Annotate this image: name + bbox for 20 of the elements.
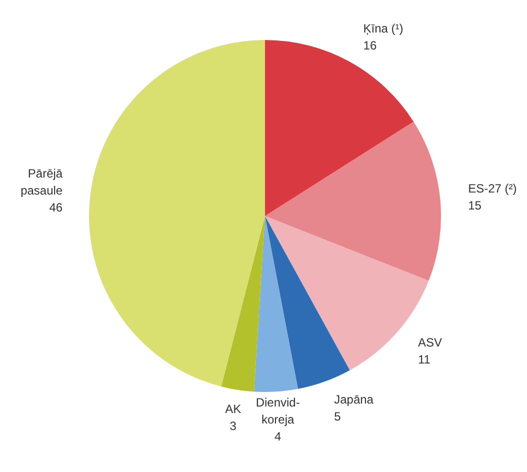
data-label: 3 <box>230 418 237 433</box>
data-label: 15 <box>468 198 482 212</box>
slice-label: Dienvid-koreja <box>256 396 300 427</box>
data-label: 46 <box>49 200 63 214</box>
slice-label: Ķīna (¹) <box>363 22 404 36</box>
slice-label: Japāna <box>334 392 374 406</box>
pie-slice <box>254 216 298 392</box>
data-label: 5 <box>334 409 342 424</box>
slice-label: AK <box>225 402 242 416</box>
slice-label: ES-27 (²) <box>468 181 517 196</box>
pie-slice <box>265 216 350 389</box>
pie-slice <box>265 122 441 281</box>
pie-slice <box>89 40 265 386</box>
data-label: 4 <box>274 430 282 444</box>
pie-slice <box>221 216 265 392</box>
data-label: 11 <box>418 352 431 366</box>
slice-label: Pārējā pasaule <box>20 166 63 198</box>
data-label: 16 <box>363 38 377 53</box>
slice-label: ASV <box>418 335 442 350</box>
pie-slice <box>265 40 414 216</box>
